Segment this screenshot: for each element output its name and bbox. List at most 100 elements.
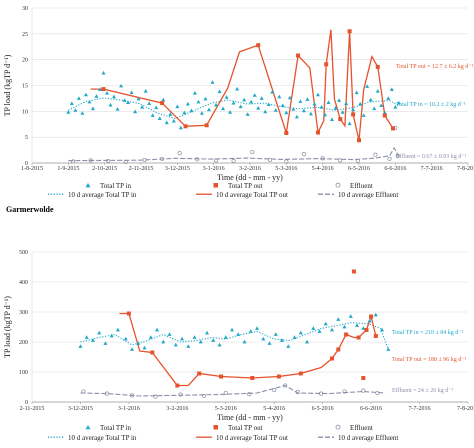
legend-label-total-tp-in: Total TP in — [100, 424, 132, 432]
data-point-total-tp-in — [235, 86, 240, 91]
data-point-total-tp-in — [248, 329, 253, 333]
data-point-total-tp-out — [330, 356, 335, 361]
x-tick-label: 6-6-2016 — [384, 166, 406, 172]
data-point-total-tp-in — [291, 107, 296, 111]
data-point-effluent — [361, 388, 366, 393]
x-tick-label: 6-5-2016 — [348, 166, 370, 172]
data-point-total-tp-in — [76, 96, 81, 100]
x-tick-label: 7-8-2016 — [457, 166, 474, 172]
data-point-effluent — [375, 390, 380, 396]
y-tick-label: 5 — [25, 135, 28, 141]
data-point-total-tp-in — [344, 101, 349, 105]
x-tick-label: 1-9-2015 — [57, 166, 79, 172]
x-tick-label: 5-3-2016 — [275, 166, 297, 172]
data-point-total-tp-in — [142, 345, 147, 350]
data-point-total-tp-in — [315, 92, 320, 97]
data-point-total-tp-in — [136, 341, 141, 345]
data-point-total-tp-out — [351, 112, 356, 117]
data-point-total-tp-in — [292, 335, 297, 339]
data-point-effluent — [272, 387, 277, 393]
data-point-total-tp-in — [238, 104, 243, 109]
data-point-total-tp-in — [175, 104, 180, 109]
data-point-total-tp-in — [326, 100, 331, 104]
data-point-total-tp-in — [308, 111, 313, 116]
data-point-total-tp-in — [109, 333, 114, 338]
legend-marker-total-tp-in — [85, 425, 91, 430]
data-point-total-tp-in — [210, 80, 215, 84]
data-point-total-tp-in — [261, 336, 266, 341]
data-point-total-tp-in — [361, 326, 366, 330]
data-point-total-tp-out — [357, 138, 361, 143]
data-point-total-tp-in — [259, 96, 264, 100]
data-point-effluent — [373, 152, 378, 157]
data-point-effluent — [355, 158, 360, 163]
data-point-total-tp-in — [192, 335, 197, 339]
y-tick-label: 400 — [19, 280, 28, 286]
data-point-total-tp-in — [129, 90, 134, 95]
data-point-total-tp-in — [311, 326, 316, 330]
data-point-total-tp-in — [173, 342, 178, 347]
data-point-total-tp-in — [294, 114, 299, 119]
chart-panel-2: Garmerwolde 0 100 200 300 400 500 2-11-2015 3-12… — [3, 205, 474, 442]
data-point-total-tp-in — [323, 112, 328, 117]
data-point-effluent — [160, 156, 165, 161]
data-point-total-tp-in — [115, 107, 120, 111]
data-point-total-tp-in — [305, 339, 310, 344]
legend-marker-effluent — [335, 182, 341, 188]
y-axis-label: TP load (kgTP d⁻¹) — [3, 296, 12, 358]
data-point-total-tp-in — [342, 324, 347, 329]
legend-label-10-d-average-total-tp-in: 10 d average Total TP in — [68, 191, 137, 199]
data-point-total-tp-out — [390, 126, 395, 131]
y-tick-label: 500 — [19, 250, 28, 256]
data-point-total-tp-in — [167, 332, 172, 336]
data-point-total-tp-in — [255, 326, 260, 330]
data-point-total-tp-out — [175, 383, 180, 388]
data-point-total-tp-out — [101, 87, 106, 92]
x-tick-label: 2-11-2015 — [20, 406, 45, 412]
data-point-total-tp-out — [150, 350, 155, 355]
data-point-total-tp-out — [375, 64, 380, 69]
data-point-total-tp-in — [186, 344, 191, 348]
data-point-total-tp-in — [286, 344, 291, 348]
data-point-total-tp-in — [312, 101, 317, 106]
data-point-total-tp-in — [340, 110, 345, 114]
data-point-total-tp-in — [87, 99, 92, 104]
annotation-label: Total TP out = 12.7 ± 6.2 kg d⁻¹ — [396, 64, 473, 70]
data-point-total-tp-in — [192, 91, 197, 95]
data-point-total-tp-in — [196, 99, 201, 104]
data-point-total-tp-in — [206, 107, 211, 112]
legend-label-total-tp-out: Total TP out — [228, 424, 263, 432]
data-point-total-tp-in — [347, 121, 352, 126]
data-point-total-tp-in — [358, 101, 363, 106]
data-point-total-tp-in — [224, 95, 229, 99]
data-point-total-tp-in — [354, 90, 359, 95]
data-point-effluent — [301, 152, 306, 157]
data-point-effluent — [177, 151, 182, 156]
data-point-total-tp-in — [83, 92, 88, 97]
series-line-10-d-average-effluent — [80, 384, 386, 397]
data-point-total-tp-in — [69, 101, 74, 105]
y-tick-label: 300 — [19, 310, 28, 316]
data-point-total-tp-out — [204, 123, 209, 128]
data-point-effluent — [123, 159, 128, 165]
data-point-effluent — [247, 392, 252, 397]
data-point-total-tp-out — [315, 130, 320, 135]
data-point-effluent — [201, 393, 206, 399]
data-point-effluent — [129, 393, 135, 398]
legend-label-10-d-average-effluent: 10 d average Effluent — [338, 191, 398, 199]
data-point-total-tp-out — [361, 376, 366, 380]
data-point-total-tp-in — [368, 97, 373, 102]
annotation-label: Total TP out = 180 ± 96 kg d⁻¹ — [392, 357, 466, 363]
data-point-effluent — [295, 390, 300, 395]
data-point-total-tp-in — [270, 90, 275, 94]
data-point-effluent — [320, 156, 325, 161]
x-tick-label: 7-8-2016 — [457, 406, 474, 412]
legend-marker-total-tp-out — [213, 425, 218, 430]
data-point-total-tp-in — [242, 339, 247, 344]
data-point-total-tp-in — [389, 87, 394, 92]
data-point-effluent — [88, 158, 93, 163]
data-point-total-tp-in — [317, 329, 322, 333]
data-point-total-tp-in — [348, 314, 353, 318]
x-tick-label: 7-7-2016 — [409, 406, 431, 412]
